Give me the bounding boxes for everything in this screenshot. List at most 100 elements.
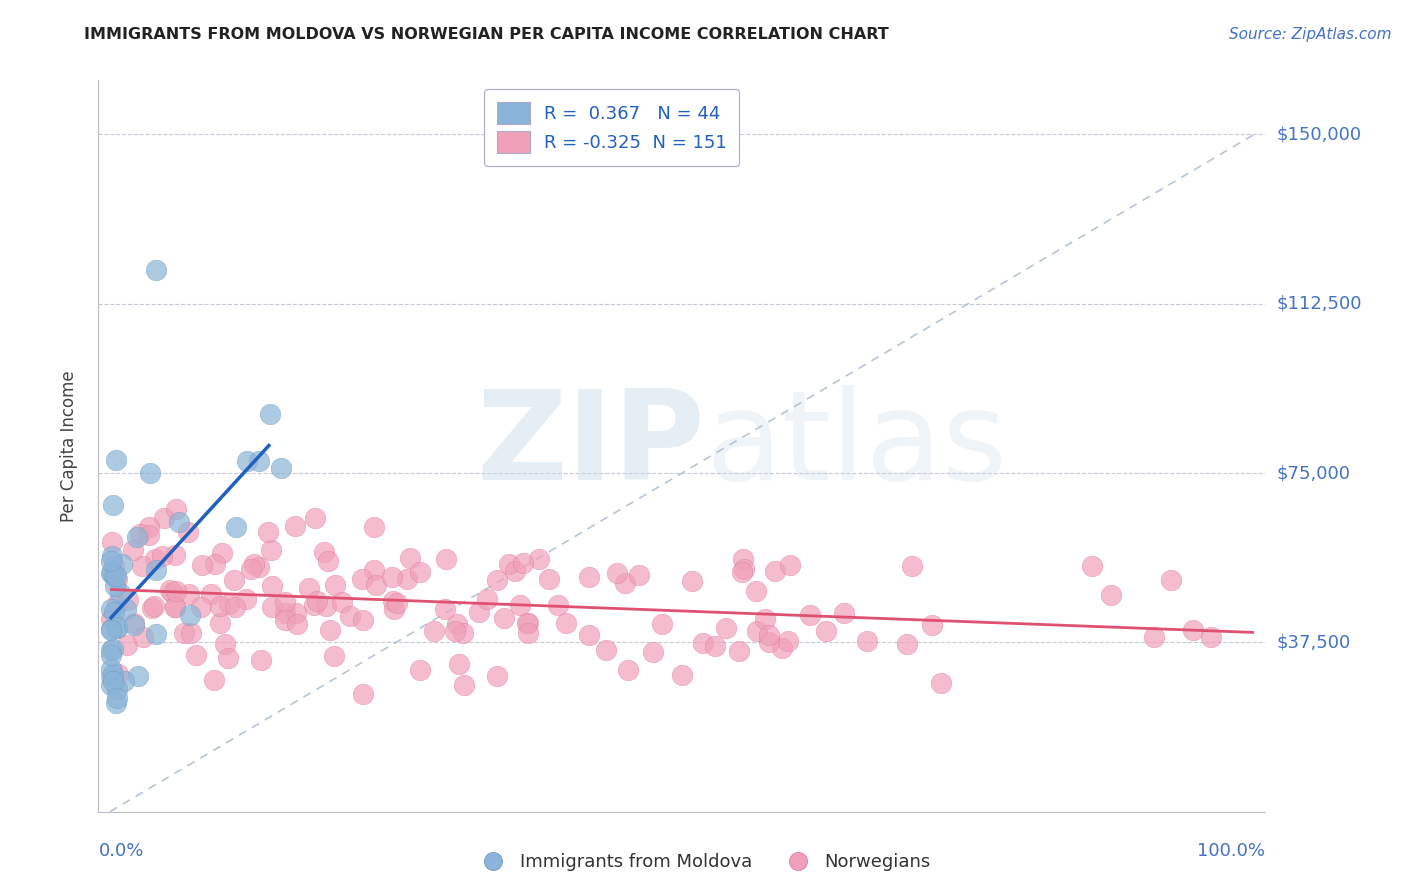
Point xyxy=(100,661,122,675)
Point xyxy=(779,558,801,573)
Point xyxy=(381,593,404,607)
Point xyxy=(141,601,163,615)
Point xyxy=(704,640,727,654)
Point xyxy=(179,607,201,622)
Point xyxy=(100,669,122,683)
Point xyxy=(285,616,308,631)
Point xyxy=(716,621,738,635)
Legend: R =  0.367   N = 44, R = -0.325  N = 151: R = 0.367 N = 44, R = -0.325 N = 151 xyxy=(485,89,740,166)
Point xyxy=(1182,623,1205,637)
Point xyxy=(486,574,509,588)
Point xyxy=(443,624,465,638)
Point xyxy=(111,557,134,571)
Legend: Immigrants from Moldova, Norwegians: Immigrants from Moldova, Norwegians xyxy=(468,847,938,879)
Point xyxy=(200,587,222,601)
Point xyxy=(103,498,125,512)
Point xyxy=(138,520,160,534)
Point xyxy=(190,599,212,614)
Point xyxy=(799,607,821,622)
Point xyxy=(409,663,432,677)
Point xyxy=(315,599,337,613)
Point xyxy=(209,615,232,630)
Point xyxy=(236,453,259,467)
Point xyxy=(681,574,703,588)
Point xyxy=(250,652,273,666)
Point xyxy=(733,552,755,566)
Point xyxy=(396,573,419,587)
Point xyxy=(100,565,122,579)
Point xyxy=(387,596,409,610)
Point xyxy=(259,407,281,421)
Point xyxy=(117,592,139,607)
Point xyxy=(103,605,125,619)
Point xyxy=(257,524,280,539)
Point xyxy=(1143,630,1166,644)
Point xyxy=(527,552,550,566)
Point xyxy=(165,583,187,598)
Point xyxy=(218,597,240,611)
Point xyxy=(163,548,186,562)
Point xyxy=(101,641,124,656)
Point xyxy=(139,466,162,480)
Point xyxy=(122,543,145,558)
Point xyxy=(165,599,187,614)
Point xyxy=(190,558,212,572)
Point xyxy=(159,583,181,598)
Point xyxy=(105,690,128,705)
Point xyxy=(318,623,340,637)
Point xyxy=(173,625,195,640)
Text: Source: ZipAtlas.com: Source: ZipAtlas.com xyxy=(1229,27,1392,42)
Text: 100.0%: 100.0% xyxy=(1198,842,1265,860)
Point xyxy=(316,554,339,568)
Point xyxy=(399,551,422,566)
Point xyxy=(516,616,538,631)
Point xyxy=(105,597,128,611)
Point xyxy=(339,609,361,624)
Text: $75,000: $75,000 xyxy=(1277,464,1351,482)
Point xyxy=(108,586,131,600)
Point xyxy=(101,667,124,681)
Point xyxy=(451,626,474,640)
Point xyxy=(733,562,755,576)
Point xyxy=(122,618,145,632)
Point xyxy=(516,616,538,631)
Point xyxy=(112,673,135,688)
Point xyxy=(434,601,457,615)
Point xyxy=(302,598,325,612)
Point xyxy=(754,612,776,626)
Point xyxy=(547,599,569,613)
Point xyxy=(270,461,292,475)
Point xyxy=(209,599,232,613)
Point xyxy=(1080,559,1102,574)
Text: $37,500: $37,500 xyxy=(1277,633,1351,651)
Point xyxy=(285,606,308,620)
Point xyxy=(152,511,174,525)
Point xyxy=(503,564,526,578)
Point xyxy=(304,511,326,525)
Point xyxy=(145,263,167,277)
Point xyxy=(211,546,233,560)
Point xyxy=(363,563,385,577)
Point xyxy=(832,606,855,620)
Point xyxy=(105,621,128,635)
Point xyxy=(555,615,578,630)
Point xyxy=(578,628,600,642)
Point xyxy=(422,624,444,639)
Point xyxy=(409,565,432,579)
Point xyxy=(512,556,534,570)
Point xyxy=(856,634,879,648)
Point xyxy=(692,636,714,650)
Point xyxy=(1160,574,1182,588)
Point xyxy=(744,584,766,599)
Point xyxy=(671,667,693,681)
Point xyxy=(100,623,122,637)
Point xyxy=(104,452,127,467)
Point xyxy=(186,648,208,663)
Y-axis label: Per Capita Income: Per Capita Income xyxy=(59,370,77,522)
Point xyxy=(167,516,190,530)
Point xyxy=(763,564,786,578)
Point xyxy=(731,565,754,579)
Point xyxy=(100,648,122,662)
Point xyxy=(163,600,186,615)
Point xyxy=(145,627,167,641)
